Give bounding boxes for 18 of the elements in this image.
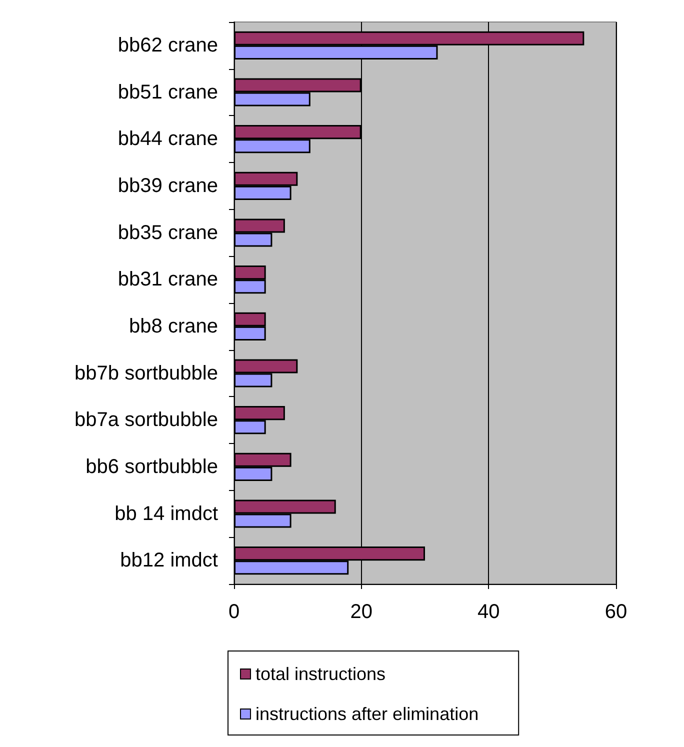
y-tick-label: bb31 crane xyxy=(118,268,218,291)
y-tick-label: bb35 crane xyxy=(118,222,218,244)
y-tick-label: bb44 crane xyxy=(118,128,218,150)
y-tick-label: bb 14 imdct xyxy=(114,502,218,525)
legend-label: instructions after elimination xyxy=(256,704,479,724)
y-tick-label: bb12 imdct xyxy=(120,550,218,572)
x-tick-label: 40 xyxy=(478,601,500,623)
y-tick-label: bb39 crane xyxy=(118,174,218,197)
y-tick-label: bb62 crane xyxy=(118,34,218,56)
y-tick-label: bb6 sortbubble xyxy=(86,456,218,478)
x-tick-label: 0 xyxy=(228,601,240,623)
x-tick-label: 60 xyxy=(604,601,628,623)
y-tick-label: bb8 crane xyxy=(129,315,218,338)
y-tick-label: bb51 crane xyxy=(118,81,218,104)
y-tick-label: bb7a sortbubble xyxy=(74,409,218,432)
x-tick-label: 20 xyxy=(350,601,372,623)
y-tick-label: bb7b sortbubble xyxy=(74,362,218,384)
legend-label: total instructions xyxy=(256,664,386,684)
